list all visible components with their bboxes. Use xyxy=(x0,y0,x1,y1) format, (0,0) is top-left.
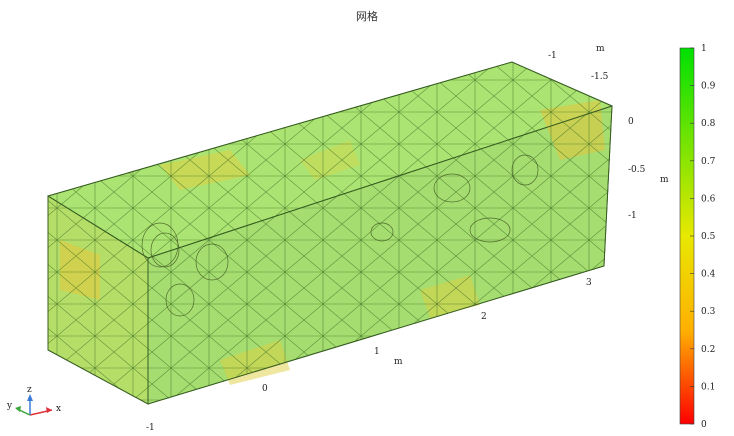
x-tick: 0 xyxy=(262,384,268,394)
z-tick: -0.5 xyxy=(628,165,646,175)
x-tick: -1 xyxy=(146,423,155,433)
colorbar-tick-label: 1 xyxy=(701,44,707,54)
plot-title: 网格 xyxy=(356,10,378,23)
colorbar-tick-label: 0.5 xyxy=(701,232,716,242)
colorbar-tick-label: 0.8 xyxy=(701,119,716,129)
colorbar-tick-label: 0.4 xyxy=(701,270,716,280)
axis-labels: -1 m -1.5 0 -0.5 m -1 3 2 1 m 0 -1 xyxy=(146,44,669,433)
x-unit: m xyxy=(394,357,403,367)
y-unit: m xyxy=(596,44,605,54)
z-unit: m xyxy=(660,175,669,185)
x-tick: 3 xyxy=(586,278,592,288)
triad-y-label: y xyxy=(6,401,13,411)
y-tick: -1 xyxy=(548,51,557,61)
z-tick: -1 xyxy=(628,211,637,221)
colorbar-tick-label: 0.7 xyxy=(701,157,716,167)
colorbar: 1 0.9 0.8 0.7 0.6 0.5 0.4 0.3 0.2 0.1 0 xyxy=(679,44,716,430)
z-tick: 0 xyxy=(628,117,634,127)
colorbar-tick-label: 0.2 xyxy=(701,345,715,355)
x-tick: 1 xyxy=(374,347,380,357)
triad-z-label: z xyxy=(27,385,32,395)
colorbar-tick-label: 0.1 xyxy=(701,382,715,392)
orientation-triad: x z y xyxy=(6,385,61,416)
mesh-box xyxy=(47,61,614,405)
colorbar-tick-label: 0 xyxy=(701,420,707,430)
colorbar-tick-label: 0.9 xyxy=(701,82,716,92)
colorbar-tick-label: 0.6 xyxy=(701,194,716,204)
x-tick: 2 xyxy=(481,312,487,322)
triad-x-label: x xyxy=(56,404,61,414)
colorbar-tick-label: 0.3 xyxy=(701,307,716,317)
y-tick: -1.5 xyxy=(591,72,609,82)
